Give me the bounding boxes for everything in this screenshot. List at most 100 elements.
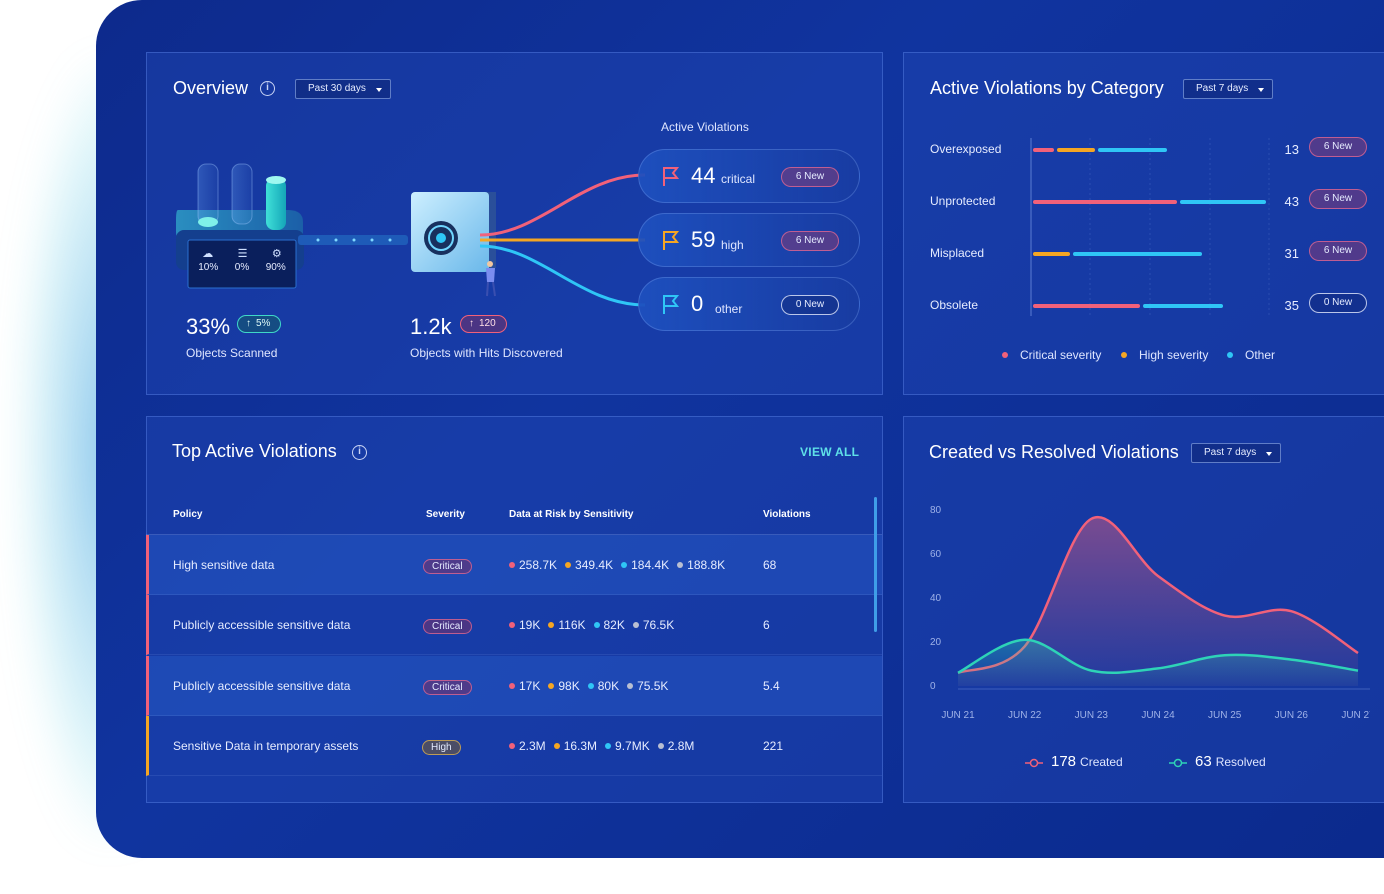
scanner-cube-side bbox=[486, 192, 496, 268]
category-new-badge: 6 New bbox=[1309, 241, 1367, 261]
risk-value: 82K bbox=[603, 618, 625, 632]
col-header-data-at-risk[interactable]: Data at Risk by Sensitivity bbox=[509, 509, 634, 520]
created-resolved-chart: 80 60 40 20 0 JUN 21 JUN 22 JUN 23 JUN 24 JUN 25 J… bbox=[930, 505, 1370, 721]
x-tick-label: JUN 22 bbox=[1008, 710, 1042, 721]
category-count: 43 bbox=[1284, 194, 1299, 209]
series-area-resolved bbox=[958, 639, 1358, 686]
category-bar-other[interactable] bbox=[1073, 252, 1202, 256]
category-label: Unprotected bbox=[930, 194, 996, 208]
top-violations-panel bbox=[146, 416, 883, 803]
person-body bbox=[486, 268, 495, 282]
view-all-link[interactable]: VIEW ALL bbox=[800, 445, 860, 459]
data-at-risk-cell: 2.3M 16.3M 9.7MK 2.8M bbox=[509, 739, 702, 753]
policy-cell: High sensitive data bbox=[173, 558, 275, 572]
violation-count-critical: 44 bbox=[691, 163, 716, 188]
table-row[interactable] bbox=[146, 716, 882, 776]
category-bar-critical[interactable] bbox=[1033, 304, 1140, 308]
risk-value: 76.5K bbox=[642, 618, 675, 632]
violations-cell: 68 bbox=[763, 558, 777, 572]
created-total: 178 bbox=[1051, 753, 1077, 770]
series-line-resolved[interactable] bbox=[957, 638, 1359, 674]
col-header-violations[interactable]: Violations bbox=[763, 509, 811, 520]
risk-dot bbox=[587, 682, 594, 689]
category-bar-high[interactable] bbox=[1057, 148, 1095, 152]
severity-badge: Critical bbox=[423, 619, 472, 634]
overview-range-label: Past 30 days bbox=[308, 83, 366, 94]
risk-dot bbox=[593, 621, 600, 628]
overview-range-dropdown[interactable]: Past 30 days bbox=[295, 79, 391, 99]
top-violations-info-icon[interactable]: i bbox=[352, 445, 367, 460]
cylinder-stat-3: 90% bbox=[265, 262, 286, 273]
resolved-label: Resolved bbox=[1215, 755, 1266, 769]
flow-critical bbox=[480, 173, 646, 237]
category-bar-other[interactable] bbox=[1180, 200, 1267, 204]
violations-cell: 6 bbox=[763, 618, 770, 632]
resolved-total: 63 bbox=[1195, 753, 1212, 770]
chevron-down-icon bbox=[1266, 452, 1273, 456]
risk-value: 2.8M bbox=[667, 739, 695, 753]
hits-value: 1.2k bbox=[410, 314, 452, 339]
violation-card-other[interactable]: 0 other 0 New bbox=[638, 277, 860, 331]
scanned-change-pill: ↑ 5% bbox=[237, 315, 282, 333]
risk-dot bbox=[509, 682, 515, 689]
violations-cell: 5.4 bbox=[763, 679, 780, 693]
risk-value: 16.3M bbox=[563, 739, 598, 753]
category-range-dropdown[interactable]: Past 7 days bbox=[1183, 79, 1274, 99]
scanned-label: Objects Scanned bbox=[186, 346, 278, 360]
violation-label-other: other bbox=[715, 302, 743, 316]
created-resolved-range-dropdown[interactable]: Past 7 days bbox=[1191, 443, 1282, 463]
violation-flow-lines bbox=[480, 173, 646, 307]
col-header-severity[interactable]: Severity bbox=[426, 509, 465, 520]
category-bar-other[interactable] bbox=[1097, 148, 1168, 152]
scanner-lens-ring bbox=[428, 225, 454, 251]
table-row[interactable] bbox=[146, 595, 882, 655]
hits-change: 120 bbox=[479, 318, 496, 329]
category-bar-high[interactable] bbox=[1033, 252, 1071, 256]
risk-value: 17K bbox=[519, 679, 541, 693]
legend-dot-critical bbox=[1002, 351, 1008, 358]
violation-card-high[interactable]: 59 high 6 New bbox=[638, 213, 860, 267]
created-label: Created bbox=[1080, 755, 1123, 769]
risk-dot bbox=[565, 561, 572, 568]
risk-value: 349.4K bbox=[575, 558, 614, 572]
hits-label: Objects with Hits Discovered bbox=[410, 346, 563, 360]
legend-high-label: High severity bbox=[1139, 348, 1209, 362]
risk-dot bbox=[627, 682, 634, 689]
cloud-icon: ☁ bbox=[202, 248, 214, 260]
violation-card-critical[interactable]: 44 critical 6 New bbox=[638, 149, 860, 203]
category-panel bbox=[903, 52, 1384, 395]
overview-info-icon[interactable]: i bbox=[260, 81, 275, 96]
legend-other-label: Other bbox=[1245, 348, 1276, 362]
table-row[interactable] bbox=[146, 656, 882, 716]
risk-value: 9.7MK bbox=[615, 739, 650, 753]
legend-high: High severity bbox=[1121, 348, 1208, 362]
severity-badge: Critical bbox=[423, 680, 472, 695]
category-bar-other[interactable] bbox=[1143, 304, 1224, 308]
cylinder-stat-1: 10% bbox=[198, 262, 219, 273]
category-label: Overexposed bbox=[930, 142, 1002, 156]
database-icon: ☰ bbox=[237, 248, 248, 260]
person-head bbox=[487, 261, 493, 267]
x-tick-label: JUN 25 bbox=[1208, 710, 1242, 721]
violation-count-high: 59 bbox=[691, 227, 716, 252]
risk-dot bbox=[621, 561, 628, 568]
data-at-risk-cell: 19K 116K 82K 76.5K bbox=[509, 618, 682, 632]
scanner-illustration bbox=[176, 163, 496, 297]
table-scrollbar[interactable] bbox=[874, 497, 877, 632]
violations-cell: 221 bbox=[763, 739, 784, 753]
policy-cell: Publicly accessible sensitive data bbox=[173, 618, 351, 632]
category-new-badge: 0 New bbox=[1309, 293, 1367, 313]
risk-dot bbox=[509, 561, 515, 568]
category-bar-critical[interactable] bbox=[1033, 200, 1178, 204]
series-area-created bbox=[958, 517, 1358, 686]
legend-other: Other bbox=[1227, 348, 1275, 362]
y-tick-label: 80 bbox=[930, 505, 942, 516]
new-badge-other: 0 New bbox=[781, 295, 839, 315]
category-bar-critical[interactable] bbox=[1033, 148, 1055, 152]
risk-value: 80K bbox=[597, 679, 620, 693]
scanner-screen bbox=[187, 239, 297, 289]
risk-dot bbox=[509, 621, 515, 628]
col-header-policy[interactable]: Policy bbox=[173, 509, 203, 520]
new-badge-high: 6 New bbox=[781, 231, 839, 251]
risk-value: 2.3M bbox=[519, 739, 546, 753]
